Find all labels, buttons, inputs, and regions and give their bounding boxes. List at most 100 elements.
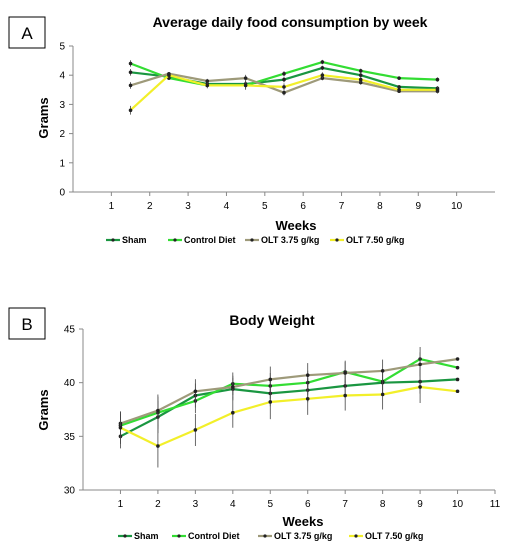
data-point bbox=[320, 60, 325, 64]
legend-label: OLT 7.50 g/kg bbox=[346, 235, 404, 245]
legend-marker bbox=[173, 238, 177, 242]
x-tick-label: 3 bbox=[193, 499, 199, 510]
y-tick-label: 1 bbox=[59, 158, 65, 169]
data-point bbox=[156, 408, 160, 413]
x-tick-label: 4 bbox=[230, 499, 236, 510]
legend-label: Sham bbox=[122, 235, 147, 245]
data-point bbox=[282, 85, 286, 89]
legend-label: OLT 3.75 g/kg bbox=[261, 235, 319, 245]
data-point bbox=[455, 377, 460, 382]
x-tick-label: 8 bbox=[380, 499, 386, 510]
data-point bbox=[231, 410, 235, 415]
x-axis-label-b: Weeks bbox=[283, 514, 324, 529]
data-point bbox=[282, 71, 286, 76]
data-point bbox=[128, 70, 133, 75]
data-point bbox=[128, 108, 133, 113]
data-point bbox=[193, 389, 198, 394]
data-point bbox=[418, 385, 422, 389]
data-point bbox=[343, 371, 347, 375]
legend-label: OLT 7.50 g/kg bbox=[365, 531, 423, 541]
legend-item: Sham bbox=[106, 235, 147, 245]
legend-marker bbox=[250, 238, 254, 242]
x-tick-label: 7 bbox=[342, 499, 348, 510]
x-tick-label: 6 bbox=[305, 499, 311, 510]
y-tick-label: 45 bbox=[64, 325, 76, 336]
x-tick-label: 7 bbox=[339, 201, 345, 212]
data-point bbox=[243, 76, 248, 80]
x-tick-label: 5 bbox=[267, 499, 273, 510]
series-line bbox=[120, 385, 458, 448]
y-tick-label: 40 bbox=[64, 378, 76, 389]
data-point bbox=[282, 90, 286, 95]
data-point bbox=[305, 396, 310, 401]
data-point bbox=[358, 69, 363, 73]
y-tick-label: 0 bbox=[59, 188, 65, 199]
legend-marker bbox=[263, 534, 267, 538]
data-point bbox=[156, 444, 160, 448]
series-4 bbox=[118, 370, 460, 468]
legend-marker bbox=[335, 238, 339, 242]
data-point bbox=[435, 88, 440, 92]
data-point bbox=[397, 85, 401, 89]
legend-item: OLT 7.50 g/kg bbox=[330, 235, 404, 245]
data-point bbox=[397, 76, 401, 80]
chart-title-a: Average daily food consumption by week bbox=[153, 14, 428, 30]
legend-item: Control Diet bbox=[172, 531, 240, 541]
data-point bbox=[455, 389, 460, 394]
data-point bbox=[455, 365, 460, 370]
plot-area-a: 0 1 2 3 4 5 1 2 3 4 5 6 7 8 9 10 bbox=[59, 42, 495, 212]
x-tick-label: 1 bbox=[109, 201, 115, 212]
legend-item: Sham bbox=[118, 531, 159, 541]
data-point bbox=[397, 88, 401, 92]
data-point bbox=[231, 385, 235, 389]
legend-item: OLT 3.75 g/kg bbox=[245, 235, 319, 245]
data-point bbox=[268, 400, 273, 404]
series-4 bbox=[128, 72, 440, 115]
legend-marker bbox=[123, 534, 127, 538]
y-tick-label: 5 bbox=[59, 42, 65, 53]
legend-a: Sham Control Diet OLT 3.75 g/kg OLT 7.50 g/… bbox=[106, 235, 404, 245]
x-tick-label: 2 bbox=[155, 499, 161, 510]
x-tick-label: 5 bbox=[262, 201, 268, 212]
chart-title-b: Body Weight bbox=[229, 312, 315, 328]
x-tick-label: 9 bbox=[417, 499, 423, 510]
x-tick-label: 10 bbox=[452, 499, 464, 510]
chart-a: A Average daily food consumption by week… bbox=[8, 14, 495, 245]
y-axis-label-b: Grams bbox=[36, 389, 51, 430]
data-point bbox=[128, 61, 133, 66]
data-point bbox=[205, 79, 210, 83]
legend-marker bbox=[177, 534, 181, 538]
data-point bbox=[343, 393, 347, 398]
data-point bbox=[320, 73, 325, 77]
data-point bbox=[282, 77, 286, 82]
x-tick-label: 11 bbox=[490, 499, 501, 510]
data-point bbox=[167, 73, 171, 77]
x-tick-label: 4 bbox=[224, 201, 230, 212]
x-tick-label: 10 bbox=[451, 201, 463, 212]
legend-item: OLT 7.50 g/kg bbox=[349, 531, 423, 541]
data-point bbox=[118, 425, 123, 430]
y-axis-label-a: Grams bbox=[36, 97, 51, 138]
legend-marker bbox=[354, 534, 358, 538]
y-tick-label: 2 bbox=[59, 129, 65, 140]
data-point bbox=[435, 77, 440, 82]
x-tick-label: 2 bbox=[147, 201, 153, 212]
legend-b: Sham Control Diet OLT 3.75 g/kg OLT 7.50 g/… bbox=[118, 531, 423, 541]
y-tick-label: 4 bbox=[59, 71, 65, 82]
data-point bbox=[268, 377, 273, 382]
y-tick-label: 30 bbox=[64, 486, 76, 497]
data-point bbox=[193, 428, 198, 432]
panel-label-b: B bbox=[21, 315, 32, 334]
legend-marker bbox=[111, 238, 115, 242]
panel-label-box-a bbox=[8, 16, 46, 49]
data-point bbox=[418, 362, 422, 367]
legend-label: OLT 3.75 g/kg bbox=[274, 531, 332, 541]
legend-item: Control Diet bbox=[168, 235, 236, 245]
data-point bbox=[380, 369, 385, 373]
data-point bbox=[380, 392, 385, 397]
series-line bbox=[120, 358, 458, 427]
series-3 bbox=[118, 352, 460, 436]
